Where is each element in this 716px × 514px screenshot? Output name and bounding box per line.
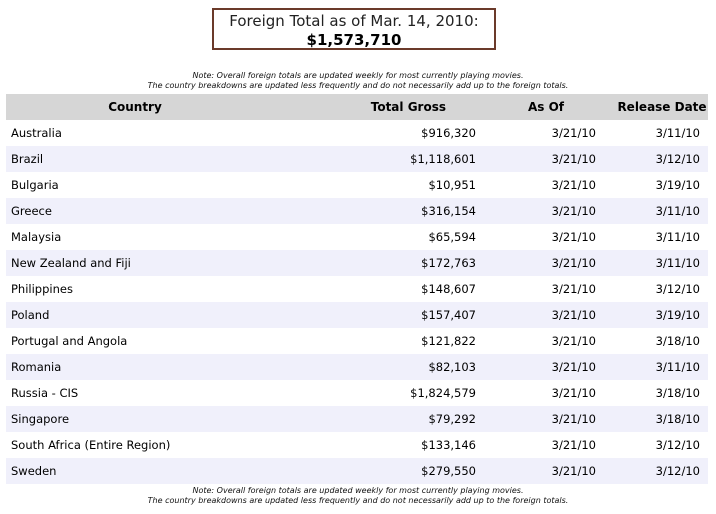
table-row: Malaysia $65,594 3/21/10 3/11/10: [6, 224, 708, 250]
note-line: The country breakdowns are updated less …: [147, 81, 569, 90]
country-cell: Australia: [11, 126, 62, 140]
foreign-total-box: Foreign Total as of Mar. 14, 2010: $1,57…: [212, 8, 496, 50]
total-gross-cell: $10,951: [428, 178, 476, 192]
table-row: Sweden $279,550 3/21/10 3/12/10: [6, 458, 708, 484]
note-line: Note: Overall foreign totals are updated…: [192, 486, 524, 495]
column-header-total-gross: Total Gross: [264, 94, 476, 120]
table-row: Singapore $79,292 3/21/10 3/18/10: [6, 406, 708, 432]
as-of-cell: 3/21/10: [476, 250, 616, 276]
total-gross-cell: $79,292: [264, 406, 476, 432]
as-of-cell: 3/21/10: [551, 230, 596, 244]
country-cell: Greece: [6, 198, 264, 224]
country-cell: Brazil: [6, 146, 264, 172]
country-cell: South Africa (Entire Region): [11, 438, 171, 452]
release-date-cell: 3/18/10: [655, 386, 700, 400]
table-row: Poland $157,407 3/21/10 3/19/10: [6, 302, 708, 328]
as-of-cell: 3/21/10: [476, 146, 616, 172]
country-cell: Poland: [6, 302, 264, 328]
country-cell: Portugal and Angola: [11, 334, 128, 348]
total-gross-cell: $65,594: [428, 230, 476, 244]
column-header-as-of: As Of: [476, 94, 616, 120]
release-date-cell: 3/11/10: [616, 250, 708, 276]
release-date-cell: 3/18/10: [616, 406, 708, 432]
table-row: Brazil $1,118,601 3/21/10 3/12/10: [6, 146, 708, 172]
release-date-cell: 3/11/10: [655, 126, 700, 140]
country-cell: Malaysia: [11, 230, 62, 244]
country-cell: Singapore: [6, 406, 264, 432]
table-row: Romania $82,103 3/21/10 3/11/10: [6, 354, 708, 380]
release-date-cell: 3/19/10: [616, 302, 708, 328]
total-gross-cell: $916,320: [421, 126, 476, 140]
country-cell: Romania: [6, 354, 264, 380]
as-of-cell: 3/21/10: [551, 178, 596, 192]
total-gross-cell: $148,607: [421, 282, 476, 296]
as-of-cell: 3/21/10: [476, 458, 616, 484]
table-row: New Zealand and Fiji $172,763 3/21/10 3/11/…: [6, 250, 708, 276]
total-gross-cell: $1,118,601: [264, 146, 476, 172]
release-date-cell: 3/12/10: [655, 282, 700, 296]
country-cell: Philippines: [11, 282, 73, 296]
table-row: Portugal and Angola $121,822 3/21/10 3/18/1…: [6, 328, 708, 354]
release-date-cell: 3/11/10: [616, 198, 708, 224]
note-line: The country breakdowns are updated less …: [147, 496, 569, 505]
table-row: Bulgaria $10,951 3/21/10 3/19/10: [6, 172, 708, 198]
foreign-total-amount: $1,573,710: [306, 31, 402, 49]
total-gross-cell: $172,763: [264, 250, 476, 276]
as-of-cell: 3/21/10: [476, 198, 616, 224]
as-of-cell: 3/21/10: [551, 126, 596, 140]
as-of-cell: 3/21/10: [476, 302, 616, 328]
country-cell: Sweden: [6, 458, 264, 484]
country-cell: Bulgaria: [11, 178, 59, 192]
total-gross-cell: $82,103: [264, 354, 476, 380]
as-of-cell: 3/21/10: [476, 354, 616, 380]
country-breakdown-table: Country Total Gross As Of Release Date A…: [6, 94, 708, 484]
release-date-cell: 3/11/10: [616, 354, 708, 380]
release-date-cell: 3/18/10: [655, 334, 700, 348]
table-row: South Africa (Entire Region) $133,146 3/21…: [6, 432, 708, 458]
note-line: Note: Overall foreign totals are updated…: [192, 71, 524, 80]
country-cell: Russia - CIS: [11, 386, 79, 400]
as-of-cell: 3/21/10: [476, 406, 616, 432]
total-gross-cell: $157,407: [264, 302, 476, 328]
as-of-cell: 3/21/10: [551, 334, 596, 348]
total-gross-cell: $1,824,579: [410, 386, 476, 400]
country-cell: New Zealand and Fiji: [6, 250, 264, 276]
note-top: Note: Overall foreign totals are updated…: [0, 71, 716, 91]
table-row: Greece $316,154 3/21/10 3/11/10: [6, 198, 708, 224]
total-gross-cell: $133,146: [421, 438, 476, 452]
table-header-row: Country Total Gross As Of Release Date: [6, 94, 708, 120]
release-date-cell: 3/12/10: [616, 146, 708, 172]
total-gross-cell: $279,550: [264, 458, 476, 484]
column-header-country: Country: [6, 94, 264, 120]
table-row: Philippines $148,607 3/21/10 3/12/10: [6, 276, 708, 302]
as-of-cell: 3/21/10: [551, 282, 596, 296]
release-date-cell: 3/19/10: [655, 178, 700, 192]
foreign-total-title: Foreign Total as of Mar. 14, 2010:: [229, 12, 479, 30]
as-of-cell: 3/21/10: [551, 386, 596, 400]
release-date-cell: 3/12/10: [616, 458, 708, 484]
column-header-release-date: Release Date: [616, 94, 708, 120]
note-bottom: Note: Overall foreign totals are updated…: [0, 486, 716, 506]
release-date-cell: 3/11/10: [655, 230, 700, 244]
table-row: Russia - CIS $1,824,579 3/21/10 3/18/10: [6, 380, 708, 406]
table-row: Australia $916,320 3/21/10 3/11/10: [6, 120, 708, 146]
as-of-cell: 3/21/10: [551, 438, 596, 452]
total-gross-cell: $121,822: [421, 334, 476, 348]
release-date-cell: 3/12/10: [655, 438, 700, 452]
total-gross-cell: $316,154: [264, 198, 476, 224]
